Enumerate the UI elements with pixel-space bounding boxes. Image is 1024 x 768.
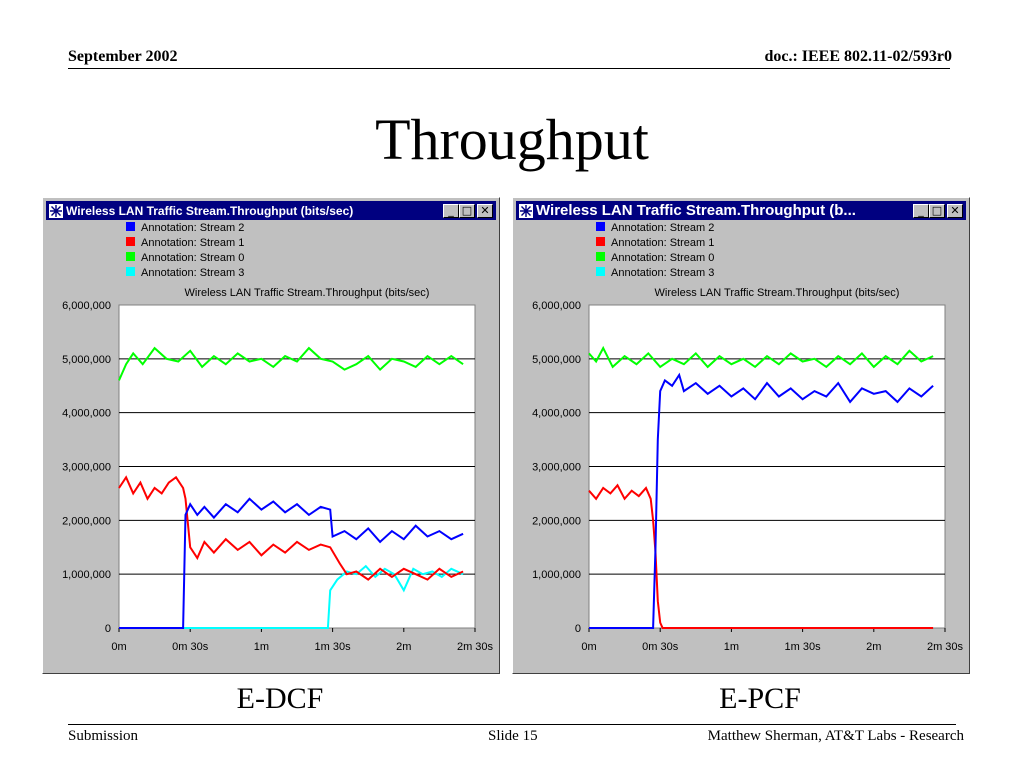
y-tick-label: 6,000,000	[532, 300, 581, 312]
legend-swatch	[126, 267, 135, 276]
y-tick-label: 1,000,000	[532, 569, 581, 581]
y-tick-label: 6,000,000	[62, 300, 111, 312]
app-star-icon	[519, 203, 533, 218]
chart-title: Wireless LAN Traffic Stream.Throughput (…	[185, 287, 430, 299]
series-line-stream-2	[589, 372, 934, 629]
minimize-button[interactable]: _	[443, 204, 459, 218]
y-tick-label: 3,000,000	[532, 462, 581, 474]
window-title: Wireless LAN Traffic Stream.Throughput (…	[66, 203, 354, 218]
series-line-stream-1	[118, 475, 464, 581]
series-line-stream-0	[118, 346, 464, 381]
x-tick-label: 2m	[866, 641, 881, 653]
y-tick-label: 5,000,000	[62, 354, 111, 366]
legend-label: Annotation: Stream 1	[611, 237, 714, 249]
legend-swatch	[596, 267, 605, 276]
window-title: Wireless LAN Traffic Stream.Throughput (…	[536, 202, 856, 219]
legend-swatch	[596, 222, 605, 231]
series-line-stream-0	[588, 345, 934, 369]
x-tick-label: 1m	[254, 641, 269, 653]
legend-swatch	[596, 237, 605, 246]
x-tick-label: 2m	[396, 641, 411, 653]
caption-edcf: E-DCF	[236, 682, 324, 715]
caption-epcf: E-PCF	[719, 682, 801, 715]
y-tick-label: 5,000,000	[532, 354, 581, 366]
maximize-button[interactable]: □	[459, 204, 475, 218]
app-star-icon	[49, 203, 63, 218]
x-tick-label: 2m 30s	[457, 641, 494, 653]
legend-swatch	[126, 222, 135, 231]
series-line-stream-1	[588, 483, 934, 629]
footer-submission: Submission	[68, 728, 139, 744]
maximize-button[interactable]: □	[929, 204, 945, 218]
header-rule	[68, 68, 950, 69]
legend-label: Annotation: Stream 3	[611, 267, 714, 279]
legend-label: Annotation: Stream 2	[141, 222, 244, 234]
footer-author: Matthew Sherman, AT&T Labs - Research	[707, 728, 964, 744]
series-line-stream-2	[119, 497, 464, 629]
window-titlebar[interactable]: Wireless LAN Traffic Stream.Throughput (…	[46, 201, 496, 220]
header-date: September 2002	[68, 48, 178, 65]
x-tick-label: 0m 30s	[642, 641, 679, 653]
x-tick-label: 1m	[724, 641, 739, 653]
window-titlebar[interactable]: Wireless LAN Traffic Stream.Throughput (…	[516, 201, 966, 220]
x-tick-label: 0m	[111, 641, 126, 653]
y-tick-label: 1,000,000	[62, 569, 111, 581]
legend-swatch	[126, 237, 135, 246]
legend-label: Annotation: Stream 2	[611, 222, 714, 234]
chart-window-epcf: Wireless LAN Traffic Stream.Throughput (…	[512, 197, 970, 674]
x-tick-label: 2m 30s	[927, 641, 964, 653]
chart-window-edcf: Wireless LAN Traffic Stream.Throughput (…	[42, 197, 500, 674]
y-tick-label: 4,000,000	[532, 408, 581, 420]
series-line-stream-3	[119, 564, 464, 629]
y-tick-label: 3,000,000	[62, 462, 111, 474]
x-tick-label: 0m 30s	[172, 641, 209, 653]
close-button[interactable]: ✕	[947, 204, 963, 218]
y-tick-label: 2,000,000	[62, 515, 111, 527]
throughput-chart-edcf: Annotation: Stream 2 Annotation: Stream 1…	[62, 222, 494, 653]
legend-label: Annotation: Stream 0	[141, 252, 244, 264]
chart-title: Wireless LAN Traffic Stream.Throughput (…	[655, 287, 900, 299]
y-tick-label: 2,000,000	[532, 515, 581, 527]
slide-title: Throughput	[375, 107, 649, 172]
legend-swatch	[596, 252, 605, 261]
x-tick-label: 1m 30s	[785, 641, 822, 653]
x-tick-label: 0m	[581, 641, 596, 653]
throughput-chart-epcf: Annotation: Stream 2 Annotation: Stream 1…	[532, 222, 964, 653]
footer-slide-number: Slide 15	[488, 728, 538, 744]
y-tick-label: 0	[105, 623, 111, 635]
header-doc-number: doc.: IEEE 802.11-02/593r0	[764, 48, 952, 65]
close-button[interactable]: ✕	[477, 204, 493, 218]
legend-label: Annotation: Stream 0	[611, 252, 714, 264]
footer-rule	[68, 724, 956, 725]
legend-swatch	[126, 252, 135, 261]
x-tick-label: 1m 30s	[315, 641, 352, 653]
legend-label: Annotation: Stream 3	[141, 267, 244, 279]
legend-label: Annotation: Stream 1	[141, 237, 244, 249]
minimize-button[interactable]: _	[913, 204, 929, 218]
y-tick-label: 4,000,000	[62, 408, 111, 420]
y-tick-label: 0	[575, 623, 581, 635]
